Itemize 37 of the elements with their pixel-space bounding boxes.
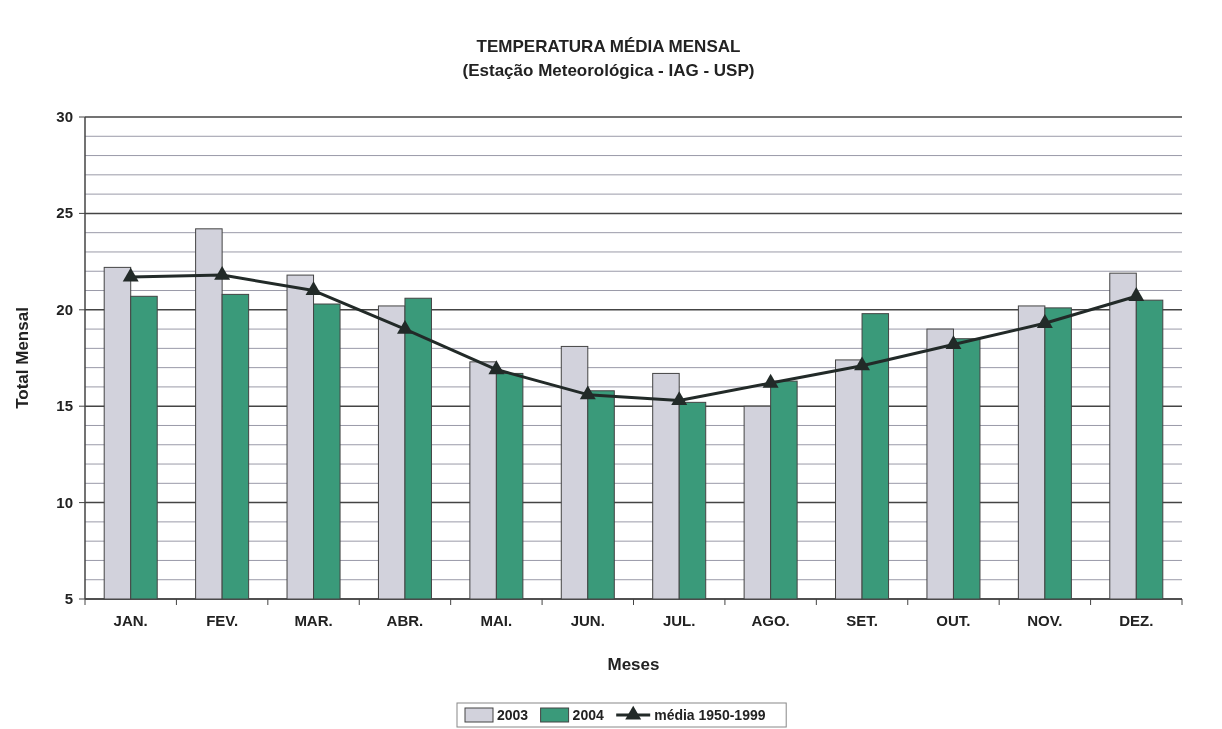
y-tick-label: 20	[56, 300, 73, 318]
chart-title: TEMPERATURA MÉDIA MENSAL	[476, 37, 741, 56]
x-tick-label: SET.	[846, 612, 878, 629]
x-tick-label: MAR.	[294, 612, 333, 629]
point	[214, 265, 231, 280]
x-tick-label: FEV.	[206, 612, 239, 629]
legend-label: 2003	[497, 707, 529, 723]
point	[305, 281, 322, 296]
point	[671, 391, 688, 406]
x-tick-label: AGO.	[751, 612, 790, 629]
legend-label: 2004	[572, 707, 604, 723]
x-tick-label: DEZ.	[1119, 612, 1154, 629]
y-tick-label: 25	[56, 204, 73, 222]
x-tick-label: ABR.	[386, 612, 424, 629]
point	[579, 385, 596, 400]
point	[1036, 314, 1053, 328]
point	[488, 360, 505, 375]
point	[945, 335, 962, 350]
point	[854, 356, 871, 371]
y-tick-label: 15	[56, 397, 73, 415]
x-tick-label: JAN.	[113, 612, 148, 629]
x-tick-label: MAI.	[480, 612, 513, 629]
y-tick-label: 5	[64, 590, 73, 607]
y-tick-label: 10	[56, 493, 73, 511]
x-tick-label: OUT.	[936, 612, 971, 629]
chart-subtitle: (Estação Meteorológica - IAG - USP)	[462, 61, 755, 80]
y-tick-label: 30	[56, 108, 73, 125]
point	[1128, 287, 1145, 301]
legend-label: média 1950-1999	[654, 707, 766, 723]
point	[396, 319, 413, 334]
point	[122, 267, 139, 282]
point	[762, 373, 779, 388]
x-tick-label: JUL.	[662, 612, 696, 629]
y-axis-title: Total Mensal	[13, 307, 32, 409]
x-axis-title: Meses	[607, 655, 660, 674]
x-tick-label: JUN.	[570, 612, 605, 629]
x-tick-label: NOV.	[1027, 612, 1063, 629]
